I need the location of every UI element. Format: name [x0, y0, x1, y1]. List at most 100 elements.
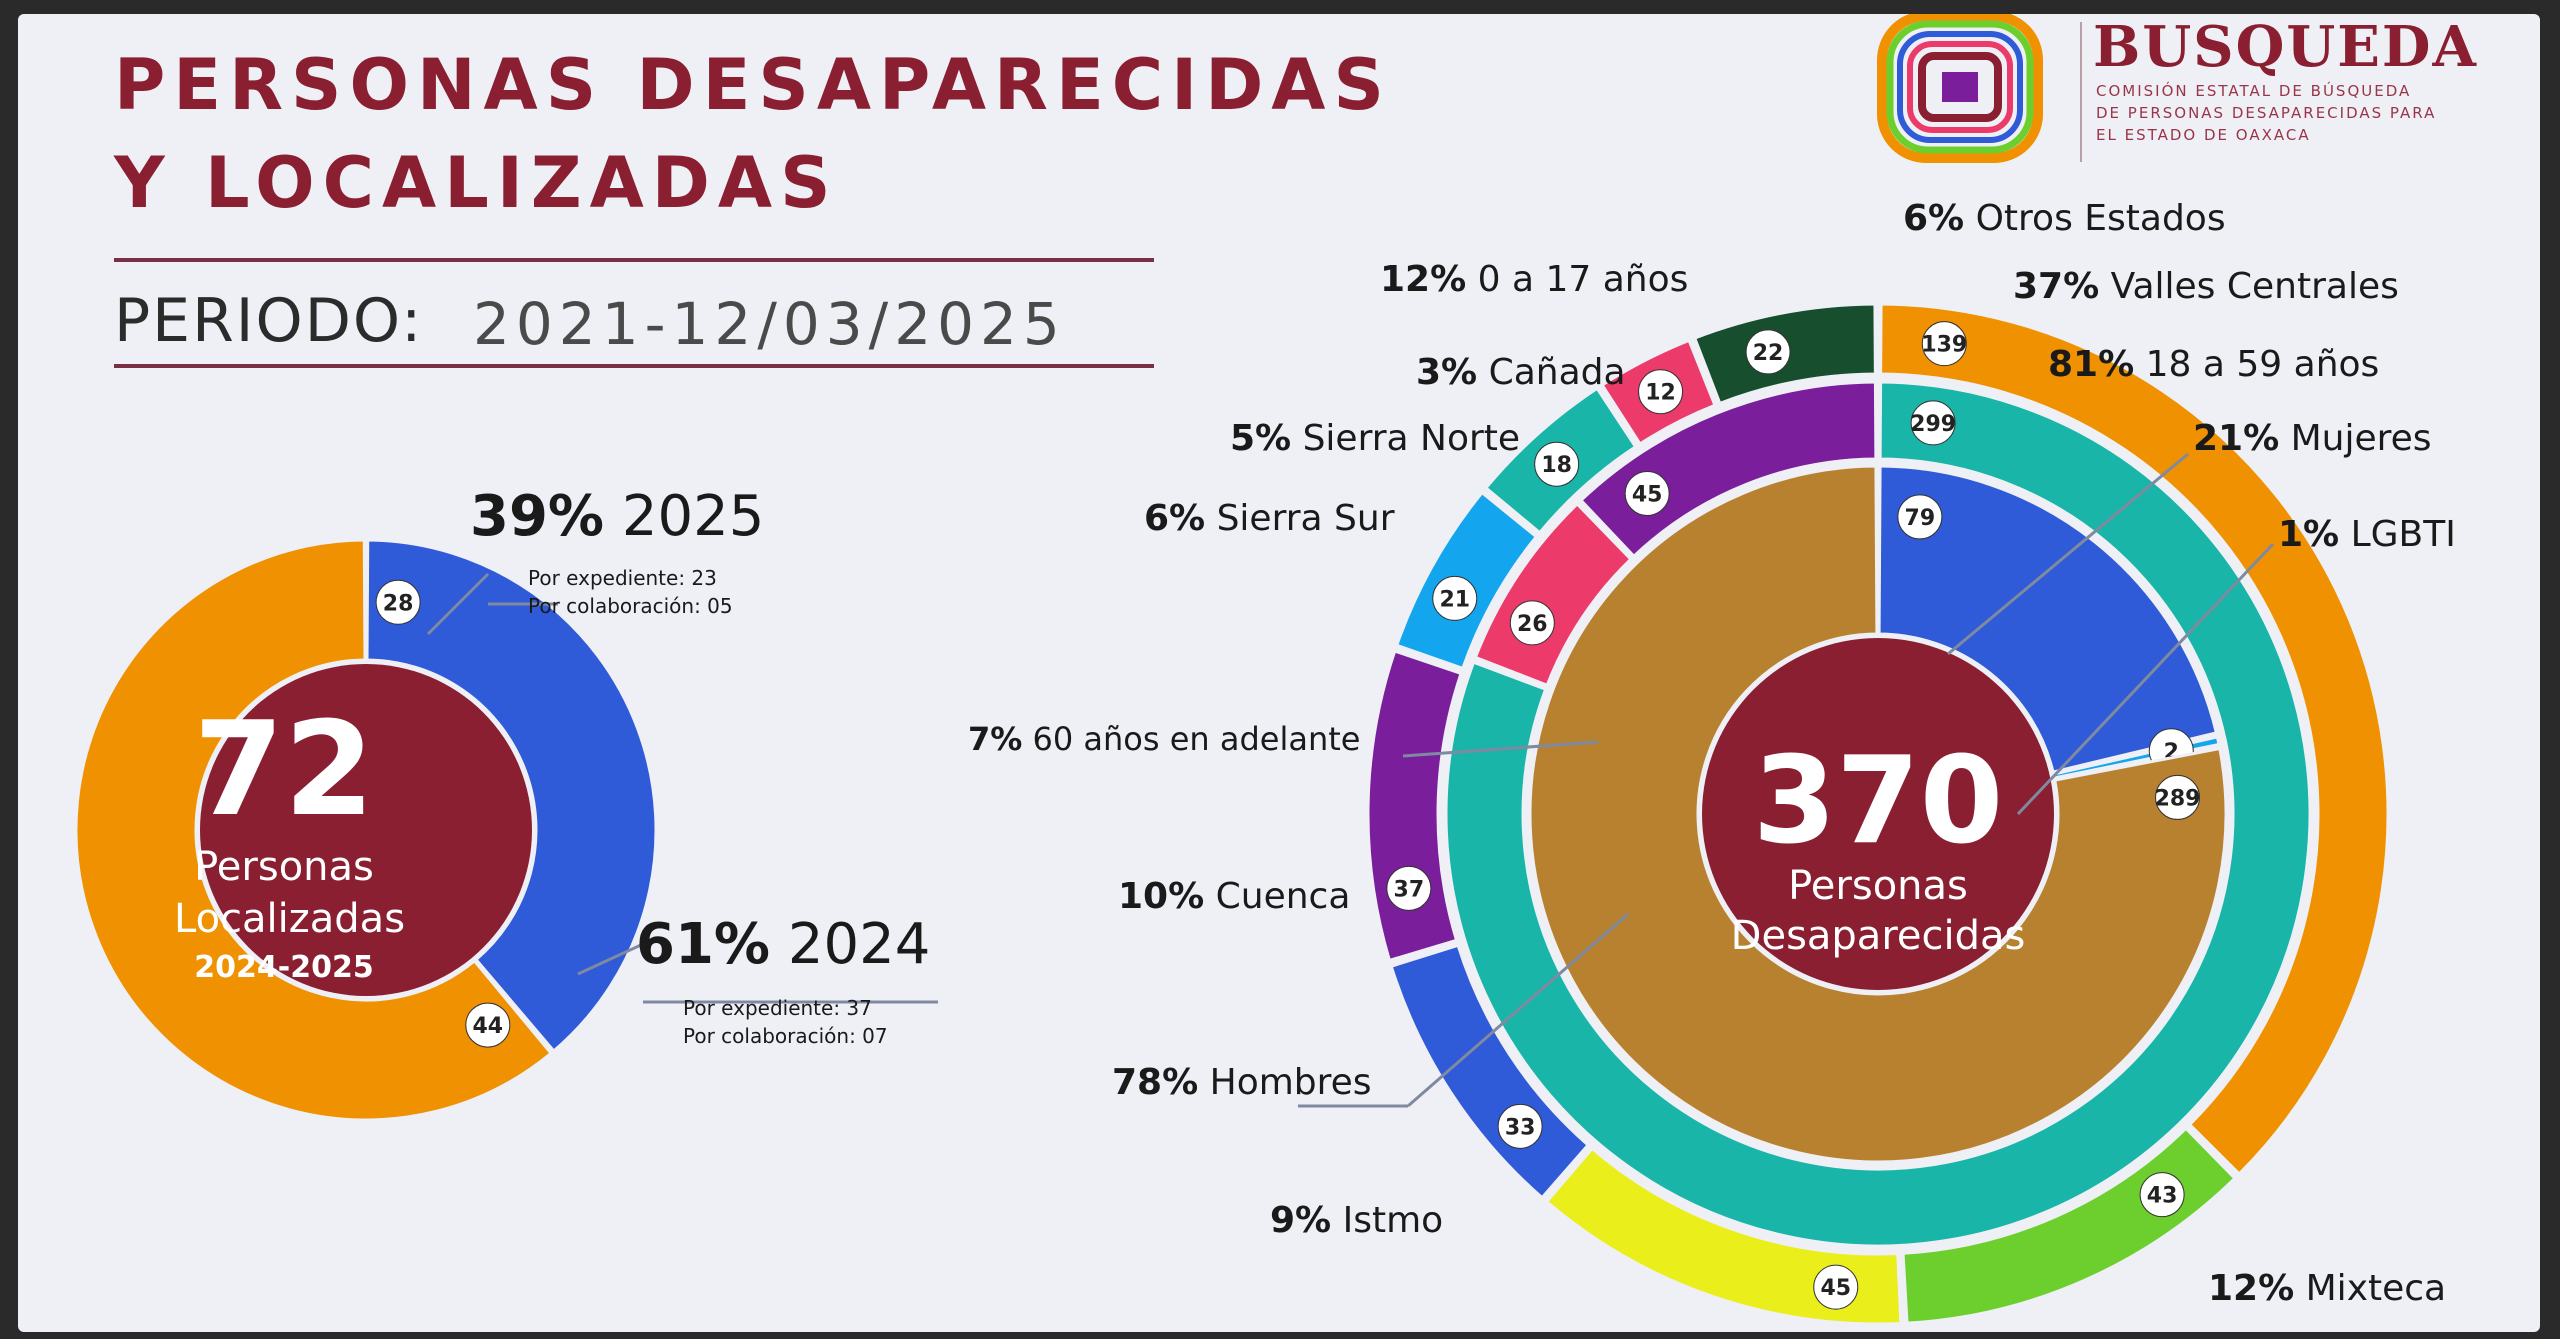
region-costa-segment: [1544, 1146, 1903, 1326]
period-label: PERIODO:: [114, 286, 424, 356]
region-canada-value-label: 12: [1645, 381, 1676, 406]
region-valles-centrales-value-label: 139: [1921, 333, 1967, 358]
edad-60-anos-en-adelante-segment: [1473, 501, 1633, 688]
region-cuenca-badge: [1386, 865, 1432, 911]
label-2025-pct: 39%: [470, 484, 605, 549]
title-line-2: Y LOCALIZADAS: [114, 142, 839, 224]
region-cuenca-value-label: 37: [1394, 877, 1425, 902]
region-valles-centrales-segment: [1879, 302, 2390, 1177]
label-2024-name: 2024: [787, 912, 931, 977]
localizadas-total: 72: [193, 693, 375, 845]
edad-18-a-59-anos-segment: [1444, 380, 2312, 1248]
cuenca-pct: 10%: [1118, 876, 1205, 917]
detail-2025-expediente: Por expediente: 23: [528, 566, 717, 590]
otros-estados-pct: 6%: [1903, 198, 1965, 239]
region-sierra-sur-badge: [1432, 575, 1478, 621]
edad-60-anos-en-adelante-badge: [1509, 600, 1555, 646]
label-hombres: 78% Hombres: [1112, 1062, 1372, 1103]
sexo-hombres-badge: [2155, 774, 2201, 820]
detail-2024-expediente: Por expediente: 37: [683, 996, 872, 1020]
title-line-1: PERSONAS DESAPARECIDAS: [114, 44, 1392, 126]
sexo-mujeres-segment: [1877, 464, 2219, 774]
label-otros-estados: 6% Otros Estados: [1903, 198, 2226, 239]
label-mujeres: 21% Mujeres: [2193, 418, 2432, 459]
edad-60-name: 60 años en adelante: [1032, 720, 1361, 758]
region-costa-badge: [1813, 1264, 1859, 1310]
region-istmo-badge: [1497, 1103, 1543, 1149]
sierra-norte-pct: 5%: [1230, 418, 1292, 459]
region-costa-value-label: 45: [1820, 1276, 1851, 1301]
desaparecidas-center-disc: [1702, 638, 2054, 990]
localizadas-2024-segment: [74, 538, 554, 1122]
label-mixteca: 12% Mixteca: [2208, 1268, 2446, 1309]
region-mixteca-value-label: 43: [2147, 1184, 2178, 1209]
localizadas-line-3: 2024-2025: [194, 950, 374, 985]
lgbti-name: LGBTI: [2350, 514, 2456, 555]
edad-60-pct: 7%: [968, 720, 1023, 758]
mixteca-pct: 12%: [2208, 1268, 2295, 1309]
region-sierra-norte-value-label: 18: [1541, 453, 1572, 478]
edad-0-17-name: 0 a 17 años: [1477, 259, 1689, 300]
commission-logo-icon: [1877, 14, 2043, 163]
edad-60-anos-en-adelante-value-label: 26: [1517, 612, 1548, 637]
label-sierra-norte: 5% Sierra Norte: [1230, 418, 1520, 459]
sierra-norte-name: Sierra Norte: [1302, 418, 1521, 459]
logo-divider: [2080, 22, 2082, 162]
sexo-hombres-value-label: 289: [2155, 786, 2201, 811]
edad-0-17-pct: 12%: [1380, 259, 1467, 300]
localizadas-2024-value-label: 44: [472, 1014, 503, 1039]
mujeres-name: Mujeres: [2290, 418, 2432, 459]
localizadas-line-2: Localizadas: [174, 896, 406, 942]
canada-name: Cañada: [1488, 352, 1626, 393]
hombres-pct: 78%: [1112, 1062, 1199, 1103]
region-valles-centrales-badge: [1921, 321, 1967, 367]
leader-line-6: [1402, 740, 1599, 758]
logo-line-3: EL ESTADO DE OAXACA: [2096, 126, 2311, 144]
edad-18-59-pct: 81%: [2048, 344, 2135, 385]
leader-line-4: [1947, 452, 2189, 656]
edad-18-a-59-anos-value-label: 299: [1910, 412, 1956, 437]
label-18-59: 81% 18 a 59 años: [2048, 344, 2379, 385]
region-otros-estados-value-label: 22: [1753, 341, 1784, 366]
leader-line-5: [2016, 542, 2275, 816]
sexo-mujeres-value-label: 79: [1905, 506, 1936, 531]
leader-line-2: [577, 942, 644, 976]
label-valles-centrales: 37% Valles Centrales: [2013, 266, 2399, 307]
label-istmo: 9% Istmo: [1270, 1200, 1443, 1241]
label-lgbti: 1% LGBTI: [2278, 514, 2456, 555]
logo-name: BUSQUEDA: [2093, 14, 2478, 80]
desaparecidas-line-1: Personas: [1788, 863, 1968, 909]
localizadas-2025-segment: [365, 538, 658, 1054]
sierra-sur-name: Sierra Sur: [1216, 498, 1395, 539]
region-mixteca-badge: [2139, 1172, 2185, 1218]
valles-centrales-name: Valles Centrales: [2110, 266, 2399, 307]
localizadas-2025-value-label: 28: [383, 591, 414, 616]
sexo-hombres-segment: [1528, 464, 2228, 1164]
leader-line-8: [1407, 912, 1629, 1108]
label-2024-pct: 61%: [636, 912, 771, 977]
leader-line-0: [426, 572, 490, 636]
edad-0-a-17-anos-badge: [1624, 470, 1670, 516]
detail-2024-colaboracion: Por colaboración: 07: [683, 1024, 888, 1048]
desaparecidas-total: 370: [1752, 732, 2004, 871]
mujeres-pct: 21%: [2193, 418, 2280, 459]
edad-0-a-17-anos-value-label: 45: [1632, 482, 1663, 507]
lgbti-pct: 1%: [2278, 514, 2340, 555]
label-canada: 3% Cañada: [1416, 352, 1626, 393]
label-2025: 39% 2025: [470, 484, 764, 549]
istmo-pct: 9%: [1270, 1200, 1332, 1241]
detail-2025-colaboracion: Por colaboración: 05: [528, 594, 733, 618]
region-sierra-sur-value-label: 21: [1439, 587, 1470, 612]
label-2024: 61% 2024: [636, 912, 930, 977]
label-0-17: 12% 0 a 17 años: [1380, 259, 1688, 300]
edad-18-a-59-anos-badge: [1910, 400, 1956, 446]
region-canada-badge: [1638, 369, 1684, 415]
presentation-slide: PERSONAS DESAPARECIDAS Y LOCALIZADAS PER…: [18, 14, 2540, 1332]
valles-centrales-pct: 37%: [2013, 266, 2100, 307]
sierra-sur-pct: 6%: [1144, 498, 1206, 539]
localizadas-2025-badge: [375, 579, 421, 625]
region-sierra-norte-badge: [1534, 441, 1580, 487]
label-2025-name: 2025: [621, 484, 765, 549]
period-value: 2021-12/03/2025: [473, 290, 1066, 358]
